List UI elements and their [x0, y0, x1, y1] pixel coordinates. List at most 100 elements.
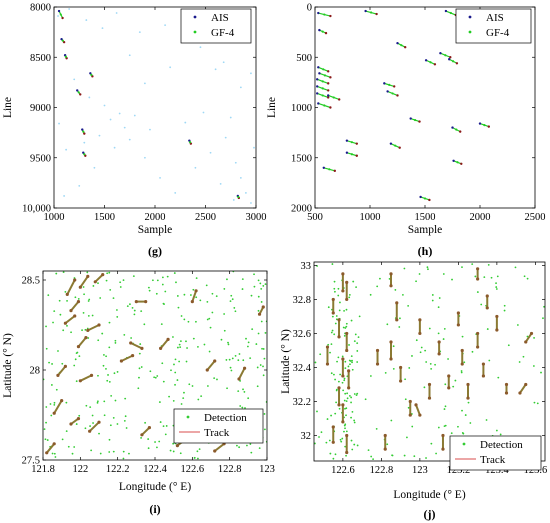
track-end	[389, 284, 393, 288]
track-line	[141, 426, 151, 436]
track-end	[399, 379, 403, 383]
detection-point	[243, 391, 246, 393]
detection-point	[225, 359, 228, 361]
detection-point	[246, 444, 248, 447]
detection-point	[241, 278, 244, 281]
noise-point	[57, 15, 59, 17]
detection-point	[195, 296, 198, 299]
gf4-point	[64, 55, 67, 58]
detection-point	[183, 293, 186, 296]
detection-point	[133, 313, 136, 316]
gf4-point	[188, 141, 192, 144]
detection-point	[516, 324, 519, 326]
detection-point	[143, 323, 146, 326]
detection-point	[392, 367, 395, 370]
detection-point	[462, 432, 465, 435]
detection-point	[223, 288, 226, 290]
detection-point	[249, 357, 252, 360]
detection-point	[227, 341, 229, 344]
detection-point	[151, 279, 154, 282]
legend-label: Track	[480, 454, 506, 466]
track-start	[325, 345, 330, 349]
detection-point	[420, 346, 423, 349]
x-axis-label: Sample	[408, 224, 443, 236]
detection-point	[526, 277, 529, 280]
y-tick-label: 2000	[291, 204, 312, 215]
detection-point	[425, 361, 428, 363]
noise-point	[224, 136, 227, 139]
detection-point	[350, 416, 352, 419]
gf4-point	[321, 94, 324, 97]
track-start	[441, 433, 445, 438]
detection-point	[257, 279, 260, 282]
track-line	[45, 443, 55, 454]
track-end	[476, 277, 480, 281]
detection-point	[116, 423, 119, 425]
detection-point	[70, 331, 72, 334]
detection-point	[263, 428, 266, 431]
detection-point	[87, 300, 90, 302]
detection-point	[262, 365, 264, 368]
detection-point	[53, 401, 56, 404]
detection-point	[523, 275, 526, 278]
track-line	[191, 290, 198, 302]
detection-point	[86, 271, 89, 274]
ais-point	[396, 41, 399, 45]
detection-point	[161, 276, 164, 279]
noise-point	[239, 176, 242, 179]
detection-point	[159, 421, 162, 423]
detection-point	[123, 333, 126, 336]
y-tick-label: 32.6	[293, 329, 311, 340]
ais-point	[329, 76, 332, 79]
detection-point	[369, 293, 372, 296]
gf4-point	[350, 153, 353, 156]
detection-point	[345, 322, 348, 325]
detection-point	[203, 343, 206, 346]
track-end	[144, 300, 148, 304]
detection-point	[250, 294, 253, 297]
track-start	[389, 340, 393, 344]
x-tick-label: 2000	[145, 212, 166, 223]
detection-point	[147, 447, 150, 450]
track-start	[395, 301, 399, 305]
detection-point	[205, 284, 208, 287]
gf4-point	[350, 141, 353, 144]
panel-h: 500 1000 1500 2000 2500 0 500 1000 1500 2000 Sampl…	[266, 3, 546, 259]
track-line	[130, 342, 143, 350]
gf4-point	[391, 92, 394, 95]
legend-box	[455, 8, 532, 44]
track-end	[375, 362, 380, 366]
detection-point	[116, 309, 118, 311]
detection-point	[51, 363, 53, 365]
detection-point	[330, 372, 333, 375]
noise-point	[245, 192, 247, 194]
detection-point	[87, 314, 90, 317]
detection-point	[461, 266, 463, 269]
detection-point	[84, 427, 87, 430]
detection-point	[129, 303, 131, 306]
track-end	[345, 297, 349, 302]
track-start	[345, 280, 349, 285]
noise-point	[68, 8, 71, 10]
detection-point	[161, 283, 164, 286]
detection-point	[543, 305, 545, 308]
detection-point	[460, 371, 463, 374]
gf4-point	[332, 96, 335, 99]
gf4-point	[429, 61, 432, 64]
track-end	[389, 357, 393, 361]
detection-point	[174, 358, 177, 361]
detection-point	[379, 277, 381, 280]
detection-point	[215, 295, 218, 298]
detection-point	[148, 289, 151, 292]
detection-point	[404, 398, 407, 401]
ais-point	[424, 59, 428, 62]
track-start	[408, 399, 412, 404]
detection-point	[176, 295, 179, 297]
detection-point	[55, 272, 58, 275]
detection-point	[122, 457, 125, 460]
detection-point	[92, 422, 94, 424]
track-start	[418, 318, 422, 322]
detection-point	[62, 329, 65, 332]
track-start	[205, 368, 209, 372]
detection-point	[264, 332, 267, 334]
